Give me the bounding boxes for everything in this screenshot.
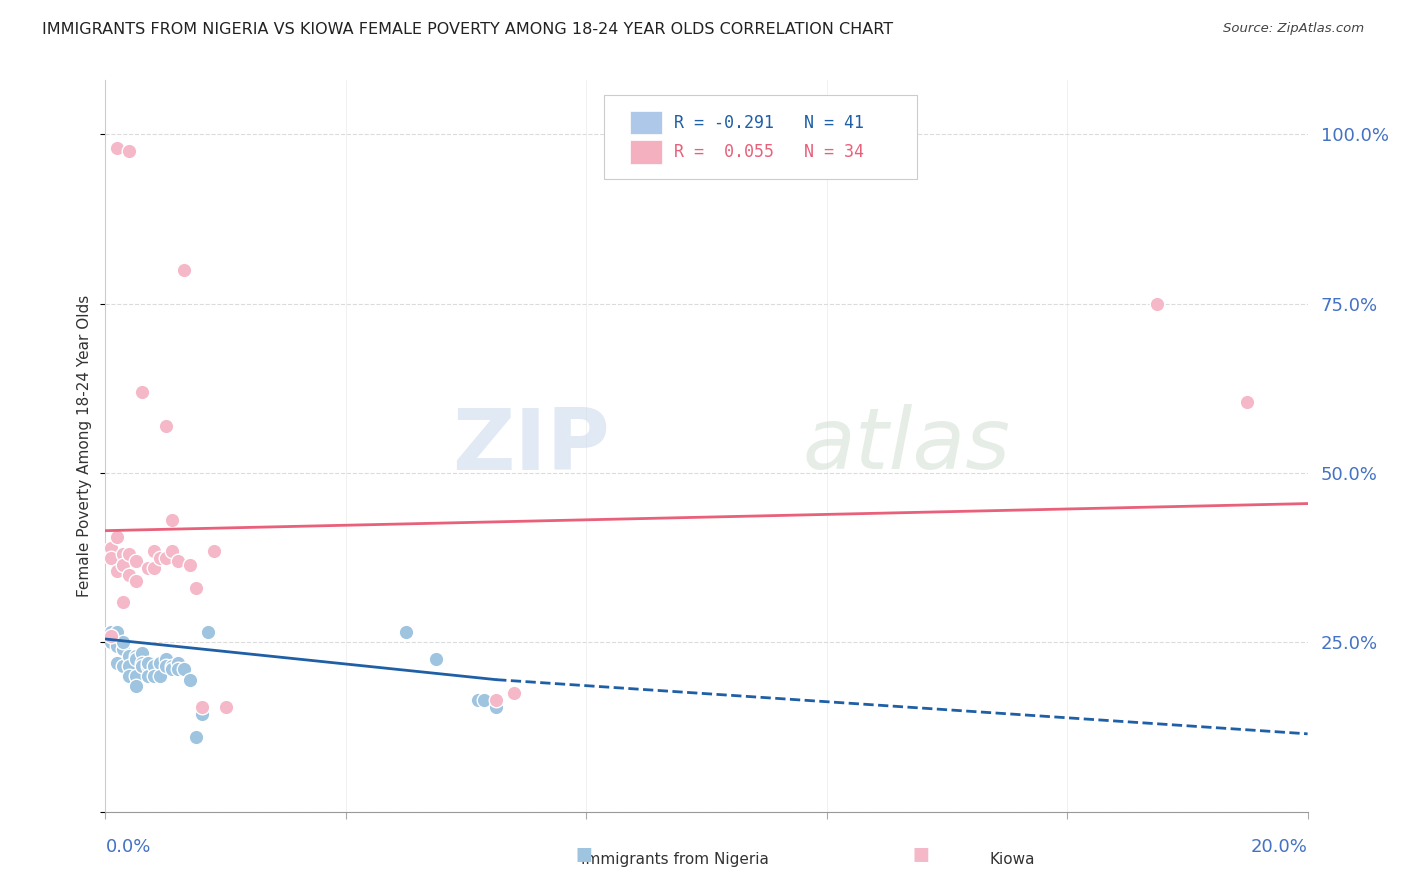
FancyBboxPatch shape (630, 140, 662, 163)
Point (142, 561, 165, 575)
Point (155, 659, 177, 673)
Point (136, 669, 159, 683)
Point (118, 145, 141, 159)
Point (112, 558, 135, 572)
Point (160, 663, 183, 677)
Point (118, 567, 141, 582)
Point (142, 659, 165, 673)
Point (107, 530, 129, 544)
Point (179, 673, 201, 687)
Point (202, 544, 225, 558)
Point (107, 639, 129, 653)
Point (118, 659, 141, 673)
Point (124, 680, 146, 694)
Point (148, 656, 170, 670)
Point (503, 686, 526, 700)
Point (124, 652, 146, 666)
FancyBboxPatch shape (630, 111, 662, 135)
FancyBboxPatch shape (605, 95, 917, 179)
Point (160, 514, 183, 528)
Point (112, 595, 135, 609)
Point (1236, 395, 1258, 409)
Point (395, 625, 418, 640)
Point (155, 652, 177, 666)
Point (190, 706, 212, 721)
Point (214, 699, 236, 714)
Y-axis label: Female Poverty Among 18-24 Year Olds: Female Poverty Among 18-24 Year Olds (77, 295, 93, 597)
Point (467, 693, 489, 707)
Point (107, 141, 129, 155)
Point (131, 646, 153, 660)
Point (118, 669, 141, 683)
Point (131, 659, 153, 673)
Point (179, 558, 201, 572)
Point (184, 581, 207, 595)
Point (136, 659, 159, 673)
Point (166, 554, 188, 568)
Point (100, 629, 122, 643)
Point (485, 699, 508, 714)
Point (112, 547, 135, 561)
Point (155, 550, 177, 565)
Point (107, 625, 129, 640)
Point (184, 730, 207, 744)
Point (148, 669, 170, 683)
Point (136, 561, 159, 575)
Point (107, 564, 129, 578)
Point (485, 693, 508, 707)
Point (112, 635, 135, 649)
Point (124, 669, 146, 683)
Point (1146, 297, 1168, 311)
Point (160, 659, 183, 673)
Point (166, 663, 188, 677)
Point (100, 625, 122, 640)
Point (166, 656, 188, 670)
Point (112, 642, 135, 657)
Point (100, 635, 122, 649)
Text: ZIP: ZIP (453, 404, 610, 488)
Text: 20.0%: 20.0% (1251, 838, 1308, 855)
Point (142, 669, 165, 683)
Point (472, 693, 495, 707)
Point (173, 663, 195, 677)
Point (124, 554, 146, 568)
Text: ▪: ▪ (911, 839, 931, 867)
Text: R =  0.055   N = 34: R = 0.055 N = 34 (673, 143, 865, 161)
Point (107, 656, 129, 670)
Text: ▪: ▪ (574, 839, 593, 867)
Point (425, 652, 447, 666)
Point (197, 625, 219, 640)
Text: atlas: atlas (803, 404, 1011, 488)
Point (136, 656, 159, 670)
Point (173, 263, 195, 277)
Text: Source: ZipAtlas.com: Source: ZipAtlas.com (1223, 22, 1364, 36)
Point (160, 544, 183, 558)
Text: Immigrants from Nigeria: Immigrants from Nigeria (581, 852, 769, 867)
Text: IMMIGRANTS FROM NIGERIA VS KIOWA FEMALE POVERTY AMONG 18-24 YEAR OLDS CORRELATIO: IMMIGRANTS FROM NIGERIA VS KIOWA FEMALE … (42, 22, 893, 37)
Point (124, 648, 146, 663)
Point (124, 574, 146, 589)
Point (112, 659, 135, 673)
Point (142, 544, 165, 558)
Point (118, 648, 141, 663)
Text: R = -0.291   N = 41: R = -0.291 N = 41 (673, 113, 865, 132)
Point (100, 541, 122, 555)
Text: 0.0%: 0.0% (105, 838, 150, 855)
Text: Kiowa: Kiowa (990, 852, 1035, 867)
Point (118, 547, 141, 561)
Point (155, 418, 177, 433)
Point (100, 550, 122, 565)
Point (148, 550, 170, 565)
Point (131, 656, 153, 670)
Point (190, 699, 212, 714)
Point (131, 384, 153, 399)
